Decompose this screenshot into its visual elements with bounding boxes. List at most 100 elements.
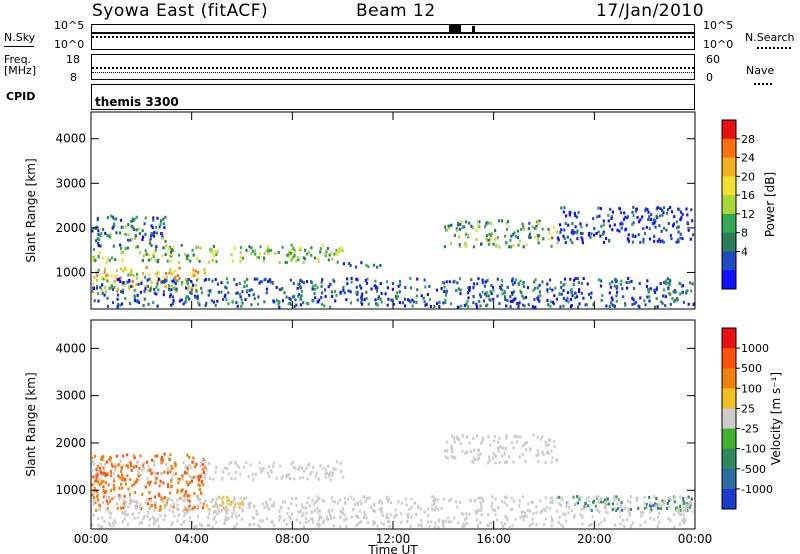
heatmap-cell	[137, 300, 141, 304]
heatmap-cell	[425, 302, 428, 306]
heatmap-cell	[519, 435, 522, 439]
heatmap-cell	[98, 503, 101, 507]
heatmap-cell	[116, 297, 119, 301]
heatmap-cell	[366, 277, 369, 281]
heatmap-cell	[119, 495, 122, 499]
heatmap-cell	[305, 252, 308, 256]
heatmap-cell	[388, 524, 391, 528]
heatmap-cell	[606, 511, 609, 515]
heatmap-cell	[535, 511, 538, 514]
heatmap-cell	[197, 301, 200, 305]
heatmap-cell	[365, 281, 369, 285]
heatmap-cell	[211, 258, 214, 262]
heatmap-cell	[319, 464, 322, 468]
heatmap-cell	[224, 518, 227, 522]
heatmap-cell	[132, 454, 135, 458]
heatmap-cell	[200, 287, 203, 290]
heatmap-cell	[208, 476, 211, 480]
heatmap-cell	[92, 503, 95, 507]
heatmap-cell	[217, 495, 220, 499]
heatmap-cell	[117, 463, 120, 467]
heatmap-cell	[478, 220, 481, 224]
heatmap-cell	[652, 504, 655, 508]
heatmap-cell	[98, 472, 101, 476]
heatmap-cell	[153, 495, 157, 499]
heatmap-cell	[183, 519, 186, 523]
heatmap-cell	[356, 522, 359, 526]
heatmap-cell	[171, 254, 174, 258]
heatmap-cell	[200, 480, 203, 484]
heatmap-cell	[357, 516, 360, 520]
heatmap-cell	[324, 295, 327, 298]
heatmap-cell	[95, 239, 98, 243]
heatmap-cell	[320, 302, 323, 306]
heatmap-cell	[224, 285, 227, 289]
heatmap-cell	[235, 515, 238, 519]
heatmap-cell	[325, 517, 329, 521]
heatmap-cell	[410, 505, 413, 509]
heatmap-cell	[278, 509, 281, 513]
heatmap-cell	[106, 502, 109, 506]
heatmap-cell	[155, 476, 158, 480]
heatmap-cell	[246, 289, 249, 293]
heatmap-cell	[204, 499, 207, 503]
heatmap-cell	[392, 302, 396, 306]
heatmap-cell	[600, 279, 603, 283]
heatmap-cell	[380, 501, 384, 505]
heatmap-cell	[412, 300, 415, 304]
heatmap-cell	[121, 473, 124, 477]
heatmap-cell	[556, 241, 559, 245]
colorbar-tick-label-velocity: -100	[741, 443, 766, 456]
heatmap-cell	[605, 237, 608, 240]
heatmap-cell	[531, 517, 534, 521]
heatmap-cell	[629, 495, 632, 499]
heatmap-cell	[569, 277, 572, 281]
heatmap-cell	[527, 502, 530, 506]
heatmap-cell	[305, 511, 308, 515]
heatmap-cell	[600, 224, 603, 228]
heatmap-cell	[119, 231, 122, 235]
heatmap-cell	[490, 284, 493, 287]
heatmap-cell	[235, 283, 238, 287]
heatmap-cell	[472, 456, 475, 460]
heatmap-cell	[239, 472, 242, 476]
colorbar-swatch-power	[722, 176, 736, 196]
y-tick-label-velocity: 4000	[55, 341, 86, 355]
heatmap-cell	[455, 435, 458, 439]
heatmap-cell	[169, 293, 172, 297]
heatmap-cell	[424, 303, 427, 307]
heatmap-cell	[476, 282, 479, 286]
heatmap-cell	[144, 232, 147, 236]
heatmap-cell	[251, 250, 255, 254]
heatmap-cell	[503, 295, 507, 299]
heatmap-cell	[400, 501, 403, 505]
colorbar-swatch-power	[722, 138, 736, 159]
heatmap-cell	[226, 497, 229, 501]
heatmap-cell	[208, 523, 211, 527]
heatmap-cell	[370, 505, 373, 509]
heatmap-cell	[663, 226, 666, 230]
heatmap-cell	[382, 514, 385, 517]
heatmap-cell	[200, 461, 203, 464]
heatmap-cell	[637, 304, 640, 308]
heatmap-cell	[653, 305, 657, 309]
heatmap-cell	[91, 469, 94, 472]
heatmap-cell	[156, 279, 159, 283]
heatmap-cell	[265, 517, 269, 521]
heatmap-cell	[113, 285, 116, 289]
heatmap-cell	[613, 284, 616, 288]
heatmap-cell	[97, 517, 100, 520]
heatmap-cell	[505, 434, 508, 438]
heatmap-cell	[126, 465, 130, 469]
heatmap-cell	[171, 498, 174, 502]
heatmap-cell	[128, 287, 131, 291]
heatmap-cell	[675, 506, 678, 510]
heatmap-cell	[566, 291, 570, 295]
cpid-label: CPID	[6, 90, 36, 103]
heatmap-cell	[626, 286, 629, 290]
heatmap-cell	[684, 519, 687, 523]
heatmap-cell	[660, 229, 663, 233]
heatmap-cell	[692, 233, 695, 237]
heatmap-cell	[293, 477, 296, 481]
heatmap-cell	[195, 524, 198, 528]
